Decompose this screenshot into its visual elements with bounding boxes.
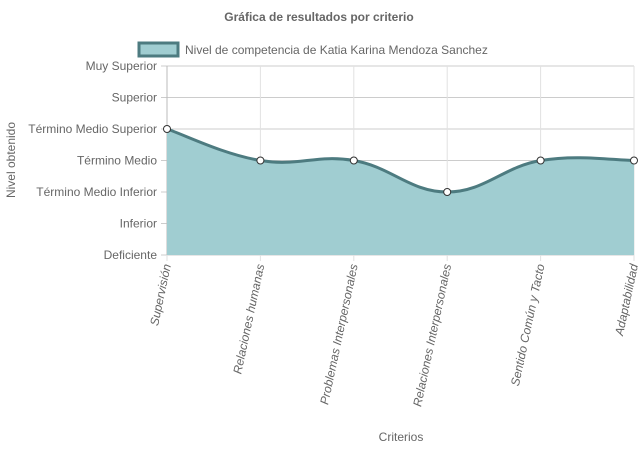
y-tick-label: Muy Superior	[86, 59, 157, 73]
data-point-1[interactable]	[163, 125, 171, 133]
legend[interactable]: Nivel de competencia de Katia Karina Men…	[137, 41, 488, 58]
series-area	[163, 125, 638, 255]
x-tick-label: Sentido Común y Tacto	[508, 262, 548, 387]
legend-label: Nivel de competencia de Katia Karina Men…	[185, 43, 488, 57]
x-tick-label: Relaciones humanas	[230, 263, 267, 376]
y-axis-label: Nivel obtenido	[4, 122, 18, 198]
data-point-4[interactable]	[443, 188, 452, 196]
data-point-2[interactable]	[256, 156, 265, 165]
y-tick-label: Superior	[112, 91, 157, 105]
series-line	[166, 127, 635, 194]
chart-title: Gráfica de resultados por criterio	[224, 10, 413, 24]
y-tick-label: Término Medio Inferior	[36, 185, 157, 199]
x-axis-label: Criterios	[379, 430, 424, 444]
x-tick-label: Relaciones Interpersonales	[410, 263, 454, 408]
y-tick-label: Inferior	[120, 217, 157, 231]
data-point-5[interactable]	[536, 156, 545, 165]
x-tick-label: Adaptabilidad	[612, 262, 639, 337]
y-tick-label: Deficiente	[104, 248, 158, 262]
y-tick-label: Término Medio Superior	[28, 122, 157, 136]
data-point-6[interactable]	[630, 156, 638, 165]
x-tick-label: Supervisión	[147, 262, 174, 327]
series-fill	[167, 129, 634, 255]
legend-swatch	[137, 41, 180, 58]
x-tick-label: Problemas Interpersonales	[317, 263, 361, 406]
data-point-3[interactable]	[349, 156, 358, 165]
y-tick-label: Término Medio	[77, 154, 157, 168]
